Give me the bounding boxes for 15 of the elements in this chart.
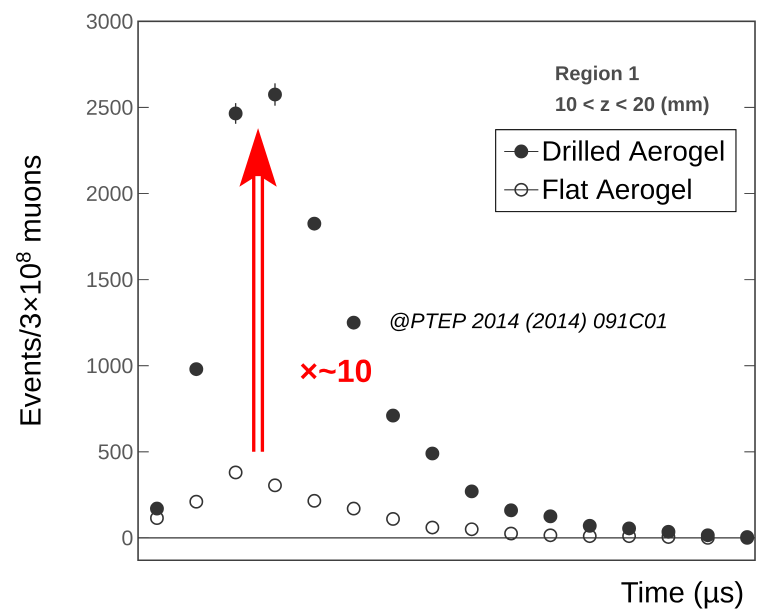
annotation: Region 1 <box>556 66 639 84</box>
y-tick-label: 2000 <box>86 186 132 202</box>
legend-label: Flat Aerogel <box>544 178 691 205</box>
annotation: @PTEP 2014 (2014) 091C01 <box>390 312 666 333</box>
annotation: 10 < z < 20 (mm) <box>556 96 708 116</box>
legend-label: Drilled Aerogel <box>544 140 724 166</box>
y-tick-label: 1500 <box>88 272 132 288</box>
annotation: ×~10 <box>300 360 372 382</box>
y-axis-title: Events/3×10$^{8}$ muons <box>16 156 41 425</box>
y-tick-label: 500 <box>98 444 132 460</box>
y-tick-label: 0 <box>122 530 133 546</box>
y-tick-label: 2500 <box>86 100 132 116</box>
y-tick-label: 3000 <box>86 14 132 29</box>
x-axis-title: Time (µs) <box>621 581 742 609</box>
y-tick-label: 1000 <box>88 358 132 374</box>
